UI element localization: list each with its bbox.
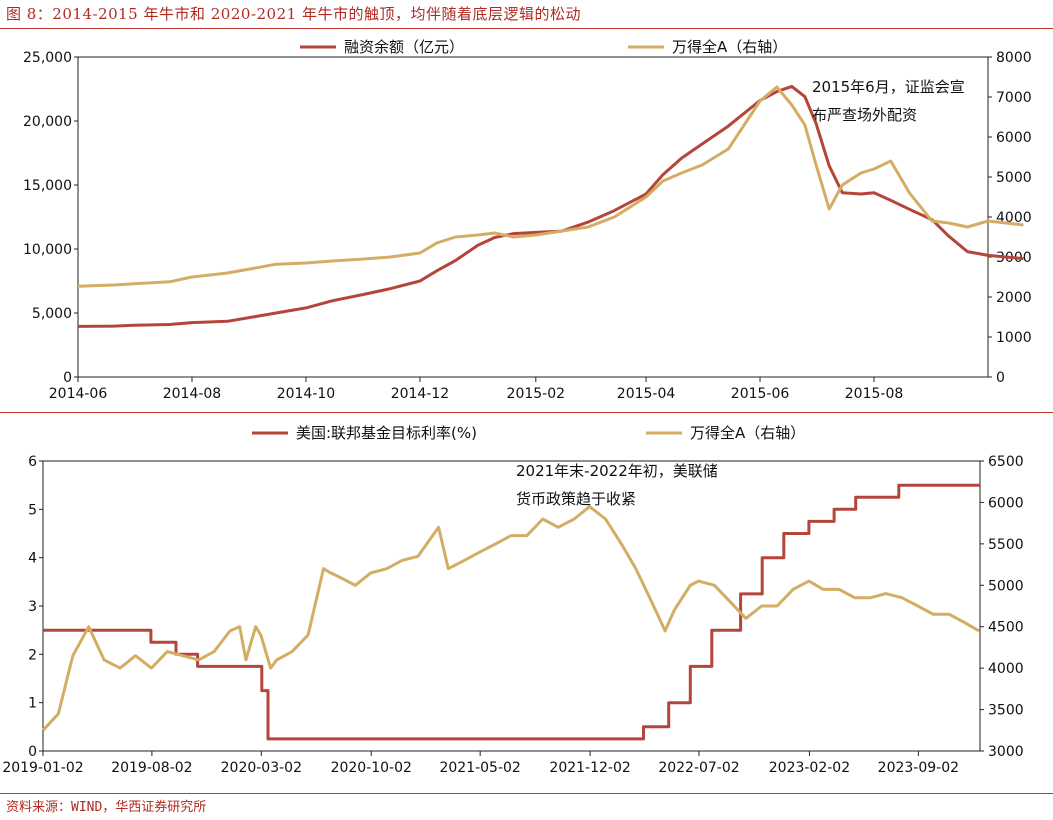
y-left-tick-label: 3 (28, 599, 37, 615)
source-note: 资料来源：WIND，华西证券研究所 (6, 800, 207, 815)
y-right-tick-label: 3000 (988, 744, 1024, 760)
y-right-tick-label: 8000 (996, 50, 1032, 66)
x-tick-label: 2023-02-02 (769, 760, 850, 776)
x-tick-label: 2023-09-02 (878, 760, 959, 776)
y-right-tick-label: 2000 (996, 290, 1032, 306)
y-right-tick-label: 7000 (996, 90, 1032, 106)
x-tick-label: 2014-10 (277, 386, 336, 402)
y-left-tick-label: 1 (28, 696, 37, 712)
y-right-tick-label: 5500 (988, 537, 1024, 553)
legend-label: 融资余额（亿元） (344, 38, 464, 56)
y-left-tick-label: 6 (28, 454, 37, 470)
chart-annotation: 货币政策趋于收紧 (516, 490, 636, 508)
legend-label: 美国:联邦基金目标利率(%) (296, 424, 477, 442)
title-divider (0, 28, 1053, 29)
x-tick-label: 2020-03-02 (221, 760, 302, 776)
y-right-tick-label: 1000 (996, 330, 1032, 346)
chart-fed-rate: 0 1 2 3 4 5 6 3000 3500 4000 4500 5000 5500 6000 6500 2… (2, 424, 1024, 776)
y-right-tick-label: 6000 (996, 130, 1032, 146)
y-left-tick-label: 4 (28, 551, 37, 567)
x-tick-label: 2015-06 (731, 386, 790, 402)
x-tick-label: 2014-08 (163, 386, 222, 402)
y-right-tick-label: 6000 (988, 495, 1024, 511)
series-line-1 (41, 505, 980, 732)
y-left-tick-label: 15,000 (23, 178, 72, 194)
y-right-tick-label: 4500 (988, 620, 1024, 636)
y-left-tick-label: 0 (63, 370, 72, 386)
series-line-0 (43, 483, 980, 741)
legend-label: 万得全A（右轴） (672, 38, 787, 56)
x-tick-label: 2021-12-02 (549, 760, 630, 776)
chart-annotation: 布严查场外配资 (812, 106, 917, 124)
plot-frame (77, 56, 989, 378)
figure-title: 图 8：2014-2015 年牛市和 2020-2021 年牛市的触顶，均伴随着… (6, 5, 581, 23)
x-tick-label: 2019-01-02 (2, 760, 83, 776)
x-tick-label: 2020-10-02 (331, 760, 412, 776)
chart-divider (0, 412, 1053, 413)
x-tick-label: 2015-08 (845, 386, 904, 402)
source-divider (0, 793, 1053, 794)
chart-margin-balance: 05,00010,00015,00020,00025,0000100020003… (23, 38, 1032, 402)
y-left-tick-label: 25,000 (23, 50, 72, 66)
y-right-tick-label: 3500 (988, 703, 1024, 719)
series-line-1 (77, 85, 1024, 288)
y-left-tick-label: 5,000 (32, 306, 72, 322)
x-tick-label: 2021-05-02 (439, 760, 520, 776)
y-right-tick-label: 6500 (988, 454, 1024, 470)
chart-annotation: 2015年6月，证监会宣 (812, 78, 965, 96)
y-left-tick-label: 20,000 (23, 114, 72, 130)
y-right-tick-label: 5000 (988, 578, 1024, 594)
y-left-tick-label: 0 (28, 744, 37, 760)
legend-label: 万得全A（右轴） (690, 424, 805, 442)
x-tick-label: 2014-06 (49, 386, 108, 402)
x-tick-label: 2015-04 (617, 386, 676, 402)
x-tick-label: 2022-07-02 (658, 760, 739, 776)
x-tick-label: 2015-02 (507, 386, 566, 402)
y-right-tick-label: 0 (996, 370, 1005, 386)
y-right-tick-label: 5000 (996, 170, 1032, 186)
y-left-tick-label: 10,000 (23, 242, 72, 258)
chart-annotation: 2021年末-2022年初，美联储 (516, 462, 718, 480)
series-line-0 (77, 84, 1024, 328)
plot-frame (42, 460, 981, 752)
x-tick-label: 2019-08-02 (111, 760, 192, 776)
x-tick-label: 2014-12 (391, 386, 450, 402)
y-right-tick-label: 4000 (988, 661, 1024, 677)
y-left-tick-label: 2 (28, 647, 37, 663)
y-left-tick-label: 5 (28, 502, 37, 518)
